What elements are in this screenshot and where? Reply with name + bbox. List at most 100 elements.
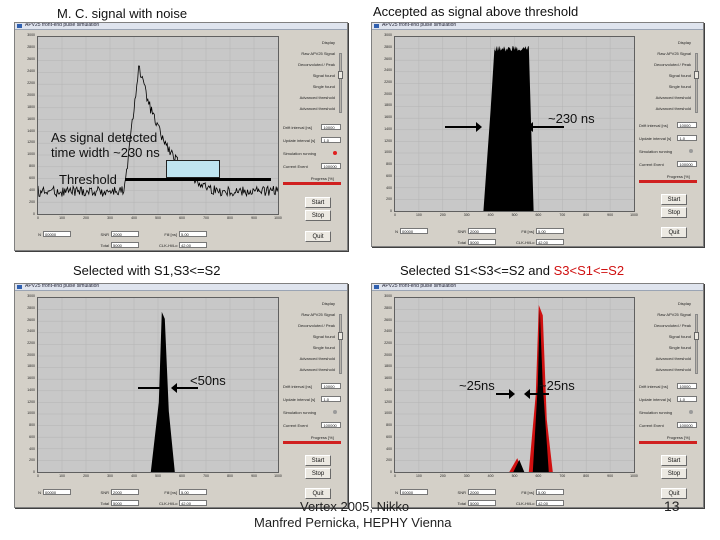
stop-button[interactable]: Stop	[305, 468, 331, 479]
param-input-total[interactable]: 5000	[111, 242, 139, 248]
option-slider-thumb[interactable]	[338, 71, 343, 79]
display-option-label[interactable]: Raw APV25 Signal	[657, 51, 691, 56]
x-tick-label: 100	[59, 474, 65, 478]
display-option-label[interactable]: Advanced threshold	[655, 356, 691, 361]
display-option-label[interactable]: Single found	[668, 84, 691, 89]
x-tick-label: 700	[559, 213, 566, 217]
field-input-update[interactable]: 1.0	[677, 396, 698, 402]
field-input-current[interactable]: 100000	[677, 422, 698, 428]
field-input-update[interactable]: 1.0	[677, 135, 698, 141]
param-input-clk[interactable]: 42.00	[536, 500, 564, 506]
field-input-update[interactable]: 1.0	[321, 137, 342, 143]
param-input-clk[interactable]: 42.00	[179, 500, 207, 506]
field-input-drift[interactable]: 10000	[321, 124, 342, 130]
display-option-label[interactable]: Advanced threshold	[655, 367, 691, 372]
progress-bar	[639, 441, 697, 444]
y-tick-label: 200	[386, 458, 392, 463]
display-option-label[interactable]: Advanced threshold	[299, 106, 335, 111]
display-option-label[interactable]: Signal found	[312, 73, 335, 78]
x-tick-label: 700	[559, 474, 566, 478]
param-input-clk[interactable]: 42.00	[536, 239, 564, 245]
param-input-fill[interactable]: 5.00	[179, 489, 207, 495]
param-input-n[interactable]: 00000	[400, 228, 428, 234]
start-button[interactable]: Start	[661, 194, 687, 205]
param-input-total[interactable]: 5000	[468, 500, 496, 506]
display-option-label[interactable]: Signal found	[668, 73, 691, 78]
option-slider-track[interactable]	[695, 53, 698, 113]
field-input-drift[interactable]: 10000	[321, 383, 342, 389]
display-option-label[interactable]: Single found	[668, 345, 691, 350]
param-input-fill[interactable]: 5.00	[536, 489, 564, 495]
option-slider-track[interactable]	[695, 314, 698, 374]
y-tick-label: 2400	[384, 329, 392, 334]
display-option-label[interactable]: Advanced threshold	[299, 367, 335, 372]
start-button[interactable]: Start	[305, 197, 331, 208]
field-input-drift[interactable]: 10000	[677, 383, 698, 389]
field-input-current[interactable]: 100000	[321, 163, 342, 169]
option-slider-thumb[interactable]	[694, 332, 699, 340]
x-tick-label: 900	[607, 213, 614, 217]
start-button[interactable]: Start	[661, 455, 687, 466]
param-input-n[interactable]: 00000	[43, 231, 71, 237]
stop-button[interactable]: Stop	[661, 207, 687, 218]
y-tick-label: 2400	[27, 329, 35, 334]
display-option-label[interactable]: Display	[677, 40, 691, 45]
field-input-drift[interactable]: 10000	[677, 122, 698, 128]
param-input-total[interactable]: 5000	[468, 239, 496, 245]
display-option-label[interactable]: Single found	[312, 84, 335, 89]
field-input-current[interactable]: 100000	[677, 161, 698, 167]
param-input-total[interactable]: 5000	[111, 500, 139, 506]
display-option-label[interactable]: Deconvoluted / Peak	[298, 323, 335, 328]
start-button[interactable]: Start	[305, 455, 331, 466]
display-option-label[interactable]: Single found	[312, 345, 335, 350]
quit-button[interactable]: Quit	[305, 488, 331, 499]
x-tick-label: 0	[37, 216, 39, 220]
display-option-label[interactable]: Display	[321, 301, 335, 306]
display-option-label[interactable]: Display	[321, 40, 335, 45]
quit-button[interactable]: Quit	[305, 231, 331, 242]
display-option-label[interactable]: Advanced threshold	[655, 95, 691, 100]
param-input-clk[interactable]: 42.00	[179, 242, 207, 248]
display-option-label[interactable]: Advanced threshold	[299, 356, 335, 361]
display-option-label[interactable]: Deconvoluted / Peak	[654, 323, 691, 328]
app-icon	[374, 285, 379, 289]
stop-button[interactable]: Stop	[305, 210, 331, 221]
param-input-n[interactable]: 00000	[43, 489, 71, 495]
x-tick-label: 100	[59, 216, 65, 220]
display-option-label[interactable]: Raw APV25 Signal	[301, 312, 335, 317]
y-tick-label: 2200	[384, 79, 392, 84]
param-input-fill[interactable]: 5.00	[536, 228, 564, 234]
y-tick-label: 3000	[384, 33, 392, 37]
param-label-n: N	[395, 229, 398, 234]
display-option-label[interactable]: Deconvoluted / Peak	[654, 62, 691, 67]
option-slider-thumb[interactable]	[338, 332, 343, 340]
option-slider-track[interactable]	[339, 53, 342, 113]
param-input-snr[interactable]: 2000	[468, 489, 496, 495]
y-tick-label: 1400	[384, 387, 392, 392]
display-option-label[interactable]: Deconvoluted / Peak	[298, 62, 335, 67]
display-option-label[interactable]: Signal found	[312, 334, 335, 339]
caption-accepted-signal: Accepted as signal above threshold	[373, 4, 579, 19]
field-input-update[interactable]: 1.0	[321, 396, 342, 402]
stop-button[interactable]: Stop	[661, 468, 687, 479]
param-input-snr[interactable]: 2000	[111, 489, 139, 495]
progress-bar	[283, 441, 341, 444]
y-tick-label: 800	[386, 423, 392, 428]
option-slider-thumb[interactable]	[694, 71, 699, 79]
display-option-label[interactable]: Signal found	[668, 334, 691, 339]
param-input-snr[interactable]: 2000	[111, 231, 139, 237]
field-input-current[interactable]: 100000	[321, 422, 342, 428]
param-input-snr[interactable]: 2000	[468, 228, 496, 234]
param-input-n[interactable]: 00000	[400, 489, 428, 495]
param-input-fill[interactable]: 5.00	[179, 231, 207, 237]
option-slider-track[interactable]	[339, 314, 342, 374]
display-option-label[interactable]: Display	[677, 301, 691, 306]
display-option-label[interactable]: Advanced threshold	[655, 106, 691, 111]
signal-trace	[395, 298, 634, 472]
display-option-label[interactable]: Raw APV25 Signal	[657, 312, 691, 317]
x-tick-label: 100	[415, 213, 422, 217]
quit-button[interactable]: Quit	[661, 227, 687, 238]
display-option-label[interactable]: Raw APV25 Signal	[301, 51, 335, 56]
display-option-label[interactable]: Advanced threshold	[299, 95, 335, 100]
quit-button[interactable]: Quit	[661, 488, 687, 499]
